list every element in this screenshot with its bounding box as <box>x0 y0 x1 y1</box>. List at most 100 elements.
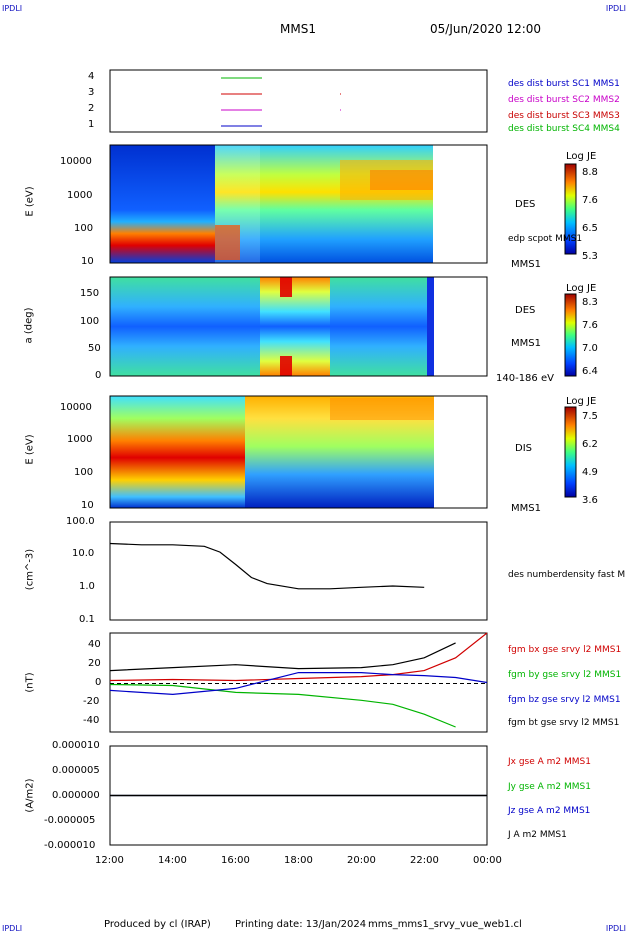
corner-label-bottom-left: IPDLI <box>2 924 23 933</box>
des-pitch-colorbar <box>564 293 577 377</box>
des-energy-ytick: 10000 <box>60 156 92 167</box>
density-ytick: 1.0 <box>79 581 95 592</box>
corner-label-bottom-right: IPDLI <box>605 924 626 933</box>
bfield-ytick: -20 <box>83 696 100 707</box>
footer-produced: Produced by cl (IRAP) <box>104 919 211 930</box>
series-line-bfield-lines-1 <box>109 683 456 728</box>
dis-energy-spectrogram <box>109 395 488 509</box>
des-energy-ytick: 100 <box>74 223 94 234</box>
des-pitch-ylabel: a (deg) <box>23 307 35 344</box>
density-panel <box>109 521 488 621</box>
des-pitch-spectrogram <box>109 276 488 377</box>
des-pitch-range: 140-186 eV <box>496 373 554 384</box>
des-pitch-ytick: 150 <box>80 288 100 299</box>
burst-ytick: 2 <box>88 103 95 114</box>
current-ylabel: (A/m2) <box>24 778 36 813</box>
footer-filename: mms_mms1_srvy_vue_web1.cl <box>368 919 522 930</box>
des-energy-cbar-tick: 6.5 <box>582 223 598 234</box>
time-tick: 16:00 <box>221 855 250 866</box>
bfield-legend-bx: fgm bx gse srvy l2 MMS1 <box>508 645 622 655</box>
burst-legend-sc1: des dist burst SC1 MMS1 <box>508 79 620 89</box>
time-tick: 14:00 <box>158 855 187 866</box>
current-ytick: 0.000000 <box>52 790 100 801</box>
bfield-legend-by: fgm by gse srvy l2 MMS1 <box>508 670 622 680</box>
des-pitch-ytick: 0 <box>95 370 102 381</box>
des-energy-cbar-title: Log JE <box>566 151 597 162</box>
current-legend-jy: Jy gse A m2 MMS1 <box>508 782 591 792</box>
time-tick: 00:00 <box>473 855 502 866</box>
series-line-bfield-lines-2 <box>109 672 488 696</box>
burst-legend-sc4: des dist burst SC4 MMS4 <box>508 124 620 134</box>
series-line-bfield-lines-0 <box>109 632 488 682</box>
des-pitch-sc: MMS1 <box>511 338 541 349</box>
dis-energy-title: DIS <box>515 443 532 454</box>
datetime-title: 05/Jun/2020 12:00 <box>430 22 542 36</box>
des-pitch-cbar-tick: 7.0 <box>582 343 598 354</box>
spacecraft-title: MMS1 <box>280 22 316 36</box>
corner-label-top-right: IPDLI <box>605 4 626 13</box>
bfield-ylabel: (nT) <box>24 672 36 693</box>
footer-printing-date: Printing date: 13/Jan/2024 <box>235 919 367 930</box>
dis-energy-cbar-tick: 4.9 <box>582 467 598 478</box>
current-panel <box>109 745 488 846</box>
des-pitch-ytick: 100 <box>80 316 100 327</box>
des-energy-ytick: 10 <box>81 256 94 267</box>
burst-ytick: 3 <box>88 87 95 98</box>
bfield-panel <box>109 632 488 733</box>
des-pitch-cbar-tick: 8.3 <box>582 297 598 308</box>
current-legend-j: J A m2 MMS1 <box>508 830 567 840</box>
density-ytick: 10.0 <box>72 548 95 559</box>
dis-energy-sc: MMS1 <box>511 503 541 514</box>
time-tick: 12:00 <box>95 855 124 866</box>
des-pitch-cbar-tick: 6.4 <box>582 366 598 377</box>
bfield-ytick: -40 <box>83 715 100 726</box>
bfield-ytick: 0 <box>95 677 102 688</box>
dis-energy-cbar-tick: 3.6 <box>582 495 598 506</box>
dis-energy-ytick: 100 <box>74 467 94 478</box>
burst-panel <box>109 69 488 133</box>
burst-legend-sc3: des dist burst SC3 MMS3 <box>508 111 620 121</box>
dis-energy-ytick: 1000 <box>67 434 93 445</box>
des-energy-ytick: 1000 <box>67 190 93 201</box>
des-pitch-cbar-title: Log JE <box>566 283 597 294</box>
current-ytick: -0.000010 <box>44 840 96 851</box>
dis-energy-ytick: 10000 <box>60 402 92 413</box>
bfield-ytick: 40 <box>88 639 101 650</box>
dis-energy-cbar-tick: 7.5 <box>582 411 598 422</box>
des-energy-extra: edp scpot MMS1 <box>508 234 583 244</box>
dis-energy-cbar-tick: 6.2 <box>582 439 598 450</box>
dis-energy-cbar-title: Log JE <box>566 396 597 407</box>
des-pitch-title: DES <box>515 305 536 316</box>
des-energy-spectrogram <box>109 144 488 264</box>
density-ytick: 0.1 <box>79 614 95 625</box>
dis-energy-colorbar <box>564 406 577 498</box>
des-energy-colorbar <box>564 163 577 255</box>
des-energy-ylabel: E (eV) <box>24 186 36 217</box>
bfield-ytick: 20 <box>88 658 101 669</box>
des-energy-cbar-tick: 5.3 <box>582 251 598 262</box>
current-legend-jz: Jz gse A m2 MMS1 <box>508 806 591 816</box>
time-tick: 22:00 <box>410 855 439 866</box>
des-energy-cbar-tick: 7.6 <box>582 195 598 206</box>
density-legend: des numberdensity fast M <box>508 570 626 580</box>
density-ytick: 100.0 <box>66 516 95 527</box>
des-pitch-cbar-tick: 7.6 <box>582 320 598 331</box>
current-ytick: 0.000005 <box>52 765 100 776</box>
des-energy-title: DES <box>515 199 536 210</box>
time-tick: 20:00 <box>347 855 376 866</box>
density-ylabel: (cm^-3) <box>24 548 36 591</box>
dis-energy-ytick: 10 <box>81 500 94 511</box>
dis-energy-ylabel: E (eV) <box>24 434 36 465</box>
des-energy-cbar-tick: 8.8 <box>582 167 598 178</box>
current-legend-jx: Jx gse A m2 MMS1 <box>508 757 591 767</box>
des-pitch-ytick: 50 <box>88 343 101 354</box>
des-energy-sc: MMS1 <box>511 259 541 270</box>
bfield-legend-bt: fgm bt gse srvy l2 MMS1 <box>508 718 620 728</box>
corner-label-top-left: IPDLI <box>2 4 23 13</box>
burst-legend-sc2: des dist burst SC2 MMS2 <box>508 95 620 105</box>
series-line-bfield-lines-3 <box>109 642 456 672</box>
current-ytick: 0.000010 <box>52 740 100 751</box>
time-tick: 18:00 <box>284 855 313 866</box>
bfield-legend-bz: fgm bz gse srvy l2 MMS1 <box>508 695 621 705</box>
